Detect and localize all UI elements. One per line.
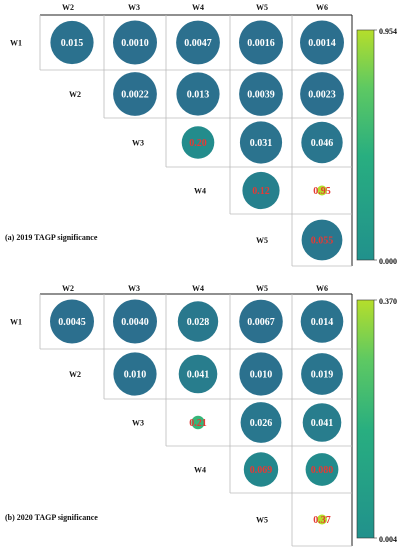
row-label-w4: W4 (194, 187, 206, 196)
row-label-w5: W5 (256, 236, 268, 245)
colorbar (356, 299, 375, 539)
panel-2019: W2 W3 W4 W5 W6 W1 W2 W3 W4 W5 0.015 0.0010 0.0047 0.0… (5, 3, 397, 267)
cell-circle-w3-w5 (239, 121, 283, 164)
cell-circle-w2-w3 (113, 72, 157, 116)
cell-value-w4-w6: 0.080 (311, 465, 334, 476)
cell-circle-w1-w6 (300, 20, 344, 65)
grid-lines (39, 14, 353, 267)
cell-circle-w1-w2 (50, 20, 94, 65)
cell-circle-w1-w3 (113, 299, 157, 344)
cell-circle-w1-w4 (176, 20, 220, 65)
cell-value-w2-w3: 0.0022 (121, 90, 149, 101)
cell-value-w2-w6: 0.0023 (308, 90, 336, 101)
cell-value-w4-w5: 0.069 (250, 465, 273, 476)
cell-circle-w4-w5 (243, 452, 279, 487)
cell-circle-w5-w6 (317, 514, 327, 525)
cell-circle-w1-w4 (177, 301, 219, 342)
column-label-w5: W5 (256, 284, 268, 293)
panel-2020: W2 W3 W4 W5 W6 W1 W2 W3 W4 W5 0.0045 0.0040 0.028 0.0… (5, 284, 397, 547)
row-label-w5: W5 (256, 516, 268, 525)
row-label-w2: W2 (69, 90, 81, 99)
column-label-w3: W3 (128, 284, 140, 293)
cell-circle-w1-w2 (50, 299, 94, 344)
cell-value-w4-w5: 0.12 (252, 186, 270, 197)
colorbar (356, 29, 375, 261)
cell-value-w1-w2: 0.015 (61, 38, 84, 49)
cell-value-w3-w5: 0.031 (250, 138, 273, 149)
column-label-w2: W2 (62, 284, 74, 293)
row-label-w3: W3 (132, 139, 144, 148)
cell-circle-w1-w6 (300, 300, 344, 343)
cell-value-w1-w5: 0.0067 (247, 317, 275, 328)
cell-circle-w2-w5 (239, 352, 283, 396)
column-label-w6: W6 (316, 284, 328, 293)
cell-circle-w3-w4 (181, 126, 215, 159)
row-label-w3: W3 (132, 419, 144, 428)
cell-circle-w3-w5 (240, 402, 282, 443)
column-label-w4: W4 (192, 284, 204, 293)
cell-circle-w2-w6 (301, 353, 343, 395)
cell-circle-w1-w5 (239, 20, 283, 65)
cell-value-w1-w4: 0.028 (187, 317, 210, 328)
cell-value-w5-w6: 0.37 (313, 515, 331, 526)
row-label-w1: W1 (10, 318, 22, 327)
colorbar-min-label: 0.000 (379, 257, 397, 266)
cell-value-w2-w4: 0.013 (187, 90, 210, 101)
column-label-w3: W3 (128, 3, 140, 12)
cell-circle-w3-w6 (302, 403, 342, 442)
cell-value-w3-w4: 0.20 (189, 138, 207, 149)
colorbar-max-label: 0.954 (379, 27, 397, 36)
panel-title: (a) 2019 TAGP significance (5, 233, 98, 242)
column-label-w5: W5 (256, 3, 268, 12)
panel-title: (b) 2020 TAGP significance (5, 513, 98, 522)
cell-value-w2-w5: 0.010 (250, 370, 273, 381)
cell-value-w1-w3: 0.0040 (121, 317, 149, 328)
cell-value-w1-w6: 0.0014 (308, 38, 336, 49)
cell-value-w3-w6: 0.046 (311, 138, 334, 149)
cell-value-w1-w6: 0.014 (311, 317, 334, 328)
cell-circle-w3-w6 (301, 121, 343, 164)
cell-value-w3-w5: 0.026 (250, 418, 273, 429)
cell-value-w2-w3: 0.010 (124, 370, 147, 381)
row-label-w4: W4 (194, 466, 206, 475)
cell-circle-w2-w4 (176, 72, 220, 116)
cell-circle-w1-w5 (239, 299, 283, 344)
cell-circle-w5-w6 (301, 219, 343, 261)
cell-value-w2-w6: 0.019 (311, 370, 334, 381)
column-label-w2: W2 (62, 3, 74, 12)
row-label-w1: W1 (10, 39, 22, 48)
cell-value-w4-w6: 0.95 (313, 186, 331, 197)
cell-value-w3-w6: 0.041 (311, 418, 334, 429)
cell-value-w2-w5: 0.0039 (247, 90, 275, 101)
cell-value-w2-w4: 0.041 (187, 370, 210, 381)
cell-circle-w4-w5 (242, 171, 280, 210)
cell-circle-w2-w4 (178, 354, 218, 394)
cell-value-w1-w2: 0.0045 (58, 317, 86, 328)
cell-value-w3-w4: 0.21 (189, 418, 207, 429)
cell-circle-w3-w4 (191, 415, 205, 430)
cell-value-w1-w5: 0.0016 (247, 38, 275, 49)
colorbar-min-label: 0.004 (379, 535, 397, 544)
cell-circle-w4-w6 (317, 185, 327, 196)
column-label-w4: W4 (192, 3, 204, 12)
cell-circle-w2-w3 (113, 352, 157, 396)
cell-circle-w2-w5 (239, 72, 283, 116)
cell-value-w5-w6: 0.055 (311, 236, 334, 247)
column-label-w6: W6 (316, 3, 328, 12)
cell-circle-w1-w3 (113, 20, 157, 65)
cell-circle-w2-w6 (300, 72, 344, 116)
cell-value-w1-w3: 0.0010 (121, 38, 149, 49)
colorbar-max-label: 0.370 (379, 297, 397, 306)
cell-circle-w4-w6 (305, 453, 339, 486)
row-label-w2: W2 (69, 370, 81, 379)
cell-value-w1-w4: 0.0047 (184, 38, 212, 49)
grid-lines (39, 293, 353, 547)
